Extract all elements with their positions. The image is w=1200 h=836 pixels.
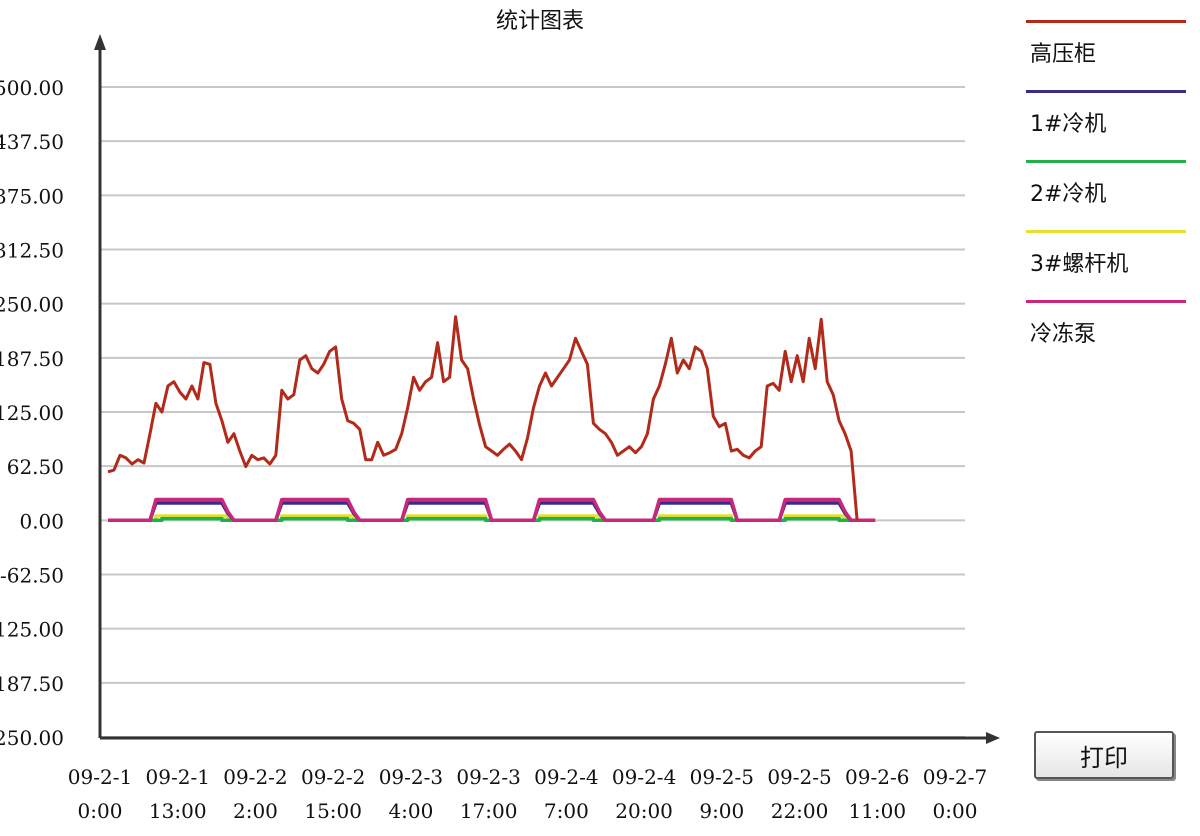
x-tick-date: 09-2-5 [767, 765, 831, 789]
legend-swatch [1026, 300, 1186, 303]
legend-item: 3#螺杆机 [1018, 230, 1188, 290]
legend-item: 2#冷机 [1018, 160, 1188, 220]
x-tick-date: 09-2-6 [845, 765, 909, 789]
x-tick-time: 20:00 [615, 799, 673, 823]
axes [94, 34, 1000, 744]
y-tick-label: -125.00 [0, 618, 64, 642]
x-tick-time: 17:00 [460, 799, 518, 823]
chart: 500.00 437.50 375.00 312.50 250.00 187.50 125.… [0, 9, 1000, 823]
legend-swatch [1026, 230, 1186, 233]
y-tick-label: -62.50 [0, 564, 64, 588]
y-axis-arrow [94, 34, 106, 50]
legend-label: 1#冷机 [1030, 112, 1107, 137]
chart-title: 统计图表 [496, 9, 584, 34]
legend-label: 2#冷机 [1030, 182, 1107, 207]
x-tick-time: 11:00 [848, 799, 906, 823]
x-tick-date: 09-2-1 [68, 765, 132, 789]
legend-label: 冷冻泵 [1030, 322, 1097, 347]
x-tick-time: 0:00 [78, 799, 123, 823]
x-tick-time: 4:00 [388, 799, 433, 823]
x-tick-time: 7:00 [544, 799, 589, 823]
x-tick-time: 0:00 [933, 799, 978, 823]
y-tick-label: 125.00 [0, 401, 64, 425]
x-tick-time: 2:00 [233, 799, 278, 823]
x-tick-date: 09-2-4 [612, 765, 676, 789]
x-tick-time: 15:00 [304, 799, 362, 823]
y-tick-label: 437.50 [0, 130, 64, 154]
x-tick-date: 09-2-3 [456, 765, 520, 789]
y-tick-label: -187.50 [0, 672, 64, 696]
legend-item: 1#冷机 [1018, 90, 1188, 150]
y-tick-label: 375.00 [0, 184, 64, 208]
y-tick-label: 0.00 [19, 509, 64, 533]
series-line-0 [107, 315, 859, 521]
x-tick-date: 09-2-3 [379, 765, 443, 789]
legend-item: 高压柜 [1018, 20, 1188, 80]
legend-label: 3#螺杆机 [1030, 252, 1129, 277]
print-button[interactable]: 打印 [1034, 731, 1174, 779]
x-tick-date: 09-2-4 [534, 765, 598, 789]
x-tick-date: 09-2-7 [923, 765, 987, 789]
x-tick-date: 09-2-1 [146, 765, 210, 789]
y-tick-label: 312.50 [0, 239, 64, 263]
y-tick-label: 187.50 [0, 347, 64, 371]
series-line-4 [108, 497, 876, 523]
y-tick-label: 500.00 [0, 76, 64, 100]
x-axis-arrow [986, 732, 1000, 744]
legend-swatch [1026, 160, 1186, 163]
x-tick-time: 13:00 [149, 799, 207, 823]
y-tick-label: 250.00 [0, 293, 64, 317]
legend-item: 冷冻泵 [1018, 300, 1188, 360]
y-tick-label: -250.00 [0, 726, 64, 750]
legend-swatch [1026, 20, 1186, 23]
x-tick-time: 9:00 [699, 799, 744, 823]
y-tick-label: 62.50 [7, 455, 64, 479]
x-tick-time: 22:00 [771, 799, 829, 823]
legend-label: 高压柜 [1030, 42, 1097, 67]
x-tick-date: 09-2-2 [301, 765, 365, 789]
legend-swatch [1026, 90, 1186, 93]
x-tick-date: 09-2-5 [690, 765, 754, 789]
x-tick-date: 09-2-2 [223, 765, 287, 789]
